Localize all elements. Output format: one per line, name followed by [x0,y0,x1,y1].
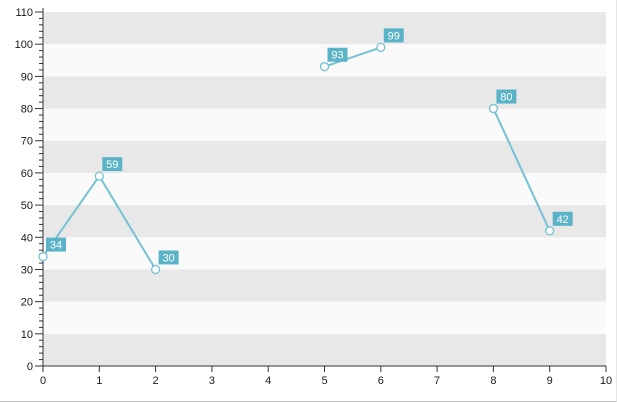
x-tick-label: 4 [265,375,271,387]
y-tick-label: 40 [21,232,33,244]
y-tick-label: 90 [21,71,33,83]
y-tick-label: 0 [27,361,33,373]
data-label-box [46,237,66,252]
data-label-box [552,211,573,226]
y-tick-label: 20 [21,297,33,309]
x-tick-label: 8 [490,375,496,387]
y-tick-label: 100 [15,39,33,51]
data-point [319,62,330,72]
data-label-box [383,28,404,43]
data-label: 30 [162,252,174,264]
grid-band [43,12,606,45]
data-label-box [496,89,517,104]
x-tick-label: 0 [40,375,46,387]
data-label-box [327,47,348,62]
data-label: 34 [50,240,62,252]
x-tick-label: 9 [547,375,553,387]
data-label: 93 [331,50,343,62]
grid-band [43,301,606,334]
series-line [492,108,551,232]
grid-band [43,44,606,77]
x-tick-label: 10 [600,375,612,387]
grid-band [43,269,606,302]
data-label: 99 [388,30,400,42]
x-tick-label: 1 [96,375,102,387]
grid-band [43,333,606,366]
grid-band [43,140,606,173]
grid-band [43,108,606,141]
data-point [488,103,499,114]
grid-band [43,172,606,206]
y-tick-label: 30 [21,264,33,276]
grid-band [43,237,606,270]
grid-band [43,76,606,109]
data-label: 59 [106,159,118,171]
x-tick-label: 7 [434,375,440,387]
y-tick-label: 80 [21,104,33,116]
y-tick-label: 70 [21,136,33,148]
data-label-box [158,250,179,265]
x-tick-label: 2 [153,375,159,387]
y-tick-label: 60 [21,168,33,180]
y-tick-label: 110 [15,7,33,19]
data-point [376,42,386,53]
data-point [94,171,104,181]
data-label: 42 [557,214,569,226]
data-label: 80 [500,92,512,104]
x-tick-label: 3 [209,375,215,387]
y-tick-label: 50 [21,200,33,212]
x-tick-label: 6 [378,375,384,387]
series-line [324,46,382,68]
y-tick-label: 10 [21,329,33,341]
x-tick-label: 5 [321,375,327,387]
data-label-box [102,157,123,172]
data-point [38,251,48,262]
data-point [150,264,161,275]
grid-band [43,205,606,238]
data-point [545,226,555,236]
